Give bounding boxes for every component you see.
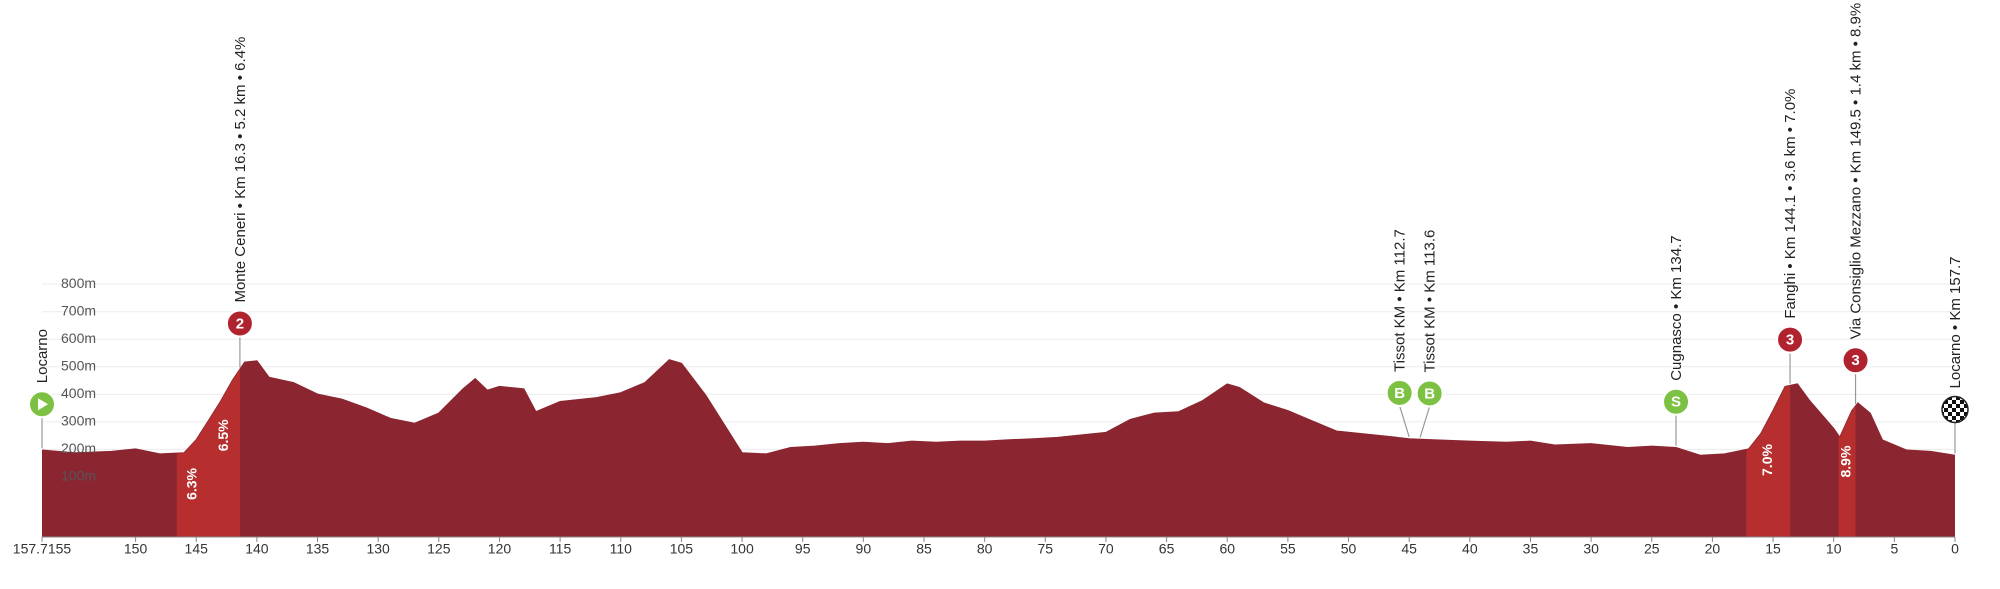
x-tick-label: 35 — [1523, 541, 1539, 557]
x-tick-label: 70 — [1098, 541, 1114, 557]
x-tick-label: 5 — [1890, 541, 1898, 557]
x-tick-label: 100 — [730, 541, 754, 557]
marker-icon — [1662, 387, 1691, 416]
x-tick-label: 15 — [1765, 541, 1781, 557]
marker-icon — [1841, 346, 1870, 375]
marker-icon-label: 3 — [1786, 332, 1794, 349]
x-tick-label: 150 — [124, 541, 148, 557]
x-tick-label: 40 — [1462, 541, 1478, 557]
marker-label: Tissot KM • Km 112.7 — [1392, 229, 1409, 372]
marker-label: Cugnasco • Km 134.7 — [1668, 235, 1685, 380]
marker: 3 — [1841, 346, 1870, 375]
x-tick-label: 85 — [916, 541, 932, 557]
x-tick-label: 157.7155 — [13, 541, 72, 557]
marker-label: Monte Ceneri • Km 16.3 • 5.2 km • 6.4% — [232, 37, 249, 303]
x-tick-label: 140 — [245, 541, 269, 557]
x-tick-label: 125 — [427, 541, 451, 557]
y-tick-label: 800m — [61, 275, 96, 291]
x-tick-label: 10 — [1826, 541, 1842, 557]
x-tick-label: 25 — [1644, 541, 1660, 557]
marker-icon — [1941, 395, 1969, 424]
marker: B — [1385, 378, 1414, 407]
gradient-label: 7.0% — [1759, 444, 1775, 476]
marker-icon-label: 2 — [236, 316, 244, 333]
marker: S — [1662, 387, 1691, 416]
y-tick-label: 600m — [61, 330, 96, 346]
marker-icon-label: B — [1424, 385, 1435, 402]
marker-icon-label: 3 — [1851, 352, 1859, 369]
y-tick-label: 100m — [61, 468, 96, 484]
y-tick-label: 700m — [61, 302, 96, 318]
x-tick-label: 20 — [1705, 541, 1721, 557]
x-tick-label: 50 — [1341, 541, 1357, 557]
gradient-label: 8.9% — [1838, 445, 1854, 477]
elevation-area — [42, 359, 1955, 537]
marker-icon — [1385, 378, 1414, 407]
x-tick-label: 145 — [185, 541, 209, 557]
y-tick-label: 500m — [61, 357, 96, 373]
marker-icon — [1415, 379, 1444, 408]
x-tick-label: 130 — [366, 541, 390, 557]
x-tick-label: 90 — [856, 541, 872, 557]
y-tick-label: 200m — [61, 440, 96, 456]
x-tick-label: 110 — [610, 541, 633, 557]
x-tick-label: 105 — [670, 541, 694, 557]
x-tick-label: 80 — [977, 541, 993, 557]
marker-connector — [1399, 405, 1410, 438]
marker: 2 — [225, 309, 254, 338]
marker-icon — [1776, 325, 1805, 354]
marker-icon — [225, 309, 254, 338]
x-tick-label: 45 — [1401, 541, 1417, 557]
elevation-line — [41, 359, 1956, 457]
x-tick-label: 75 — [1038, 541, 1054, 557]
marker-label: Fanghi • Km 144.1 • 3.6 km • 7.0% — [1782, 89, 1799, 319]
climb-segment — [176, 369, 240, 537]
marker-connector — [1419, 406, 1431, 438]
marker: 3 — [1776, 325, 1805, 354]
x-tick-label: 95 — [795, 541, 811, 557]
x-tick-label: 115 — [549, 541, 572, 557]
marker — [1941, 395, 1969, 424]
marker — [28, 390, 56, 419]
gradient-label: 6.5% — [215, 419, 231, 451]
gradient-label: 6.3% — [183, 467, 199, 499]
x-tick-label: 135 — [306, 541, 330, 557]
climb-segment — [1838, 406, 1856, 537]
marker-label: Locarno — [34, 329, 51, 383]
y-tick-label: 400m — [61, 385, 96, 401]
start-arrow — [38, 398, 48, 411]
marker-label: Tissot KM • Km 113.6 — [1422, 230, 1439, 373]
y-tick-label: 300m — [61, 413, 96, 429]
marker-icon-label: B — [1394, 385, 1405, 402]
x-tick-label: 55 — [1280, 541, 1296, 557]
x-tick-label: 65 — [1159, 541, 1175, 557]
climb-segment — [1746, 385, 1791, 537]
x-tick-label: 120 — [488, 541, 512, 557]
marker-icon-label: S — [1671, 394, 1681, 411]
marker-label: Locarno • Km 157.7 — [1947, 256, 1964, 388]
x-tick-label: 60 — [1219, 541, 1235, 557]
marker: B — [1415, 379, 1444, 408]
x-tick-label: 30 — [1583, 541, 1599, 557]
x-tick-label: 0 — [1951, 541, 1959, 557]
marker-label: Via Consiglio Mezzano • Km 149.5 • 1.4 k… — [1848, 3, 1865, 339]
